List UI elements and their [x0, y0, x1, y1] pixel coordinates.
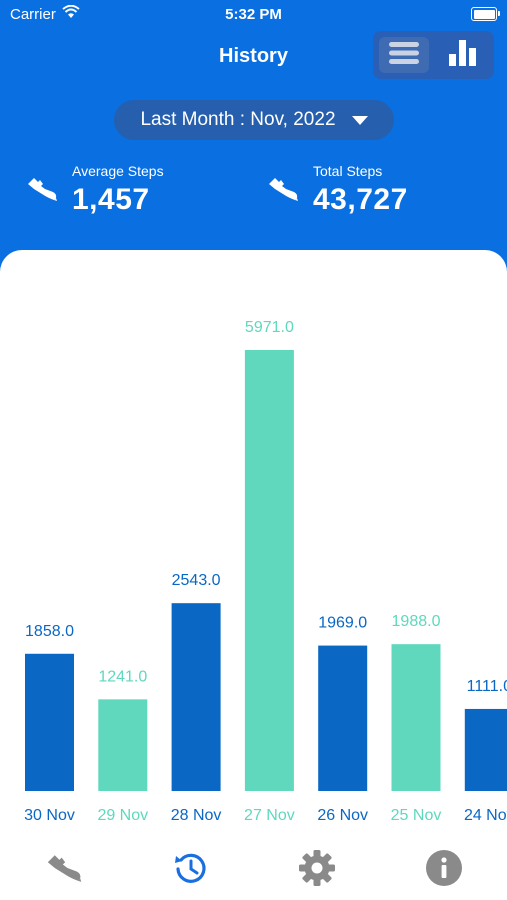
average-steps-label: Average Steps — [72, 163, 164, 179]
tab-activity[interactable] — [44, 850, 84, 890]
battery-icon — [471, 7, 500, 21]
bar-27-nov[interactable] — [244, 350, 294, 791]
bar-value-label: 1241.0 — [98, 668, 147, 685]
average-steps-stat: Average Steps 1,457 — [72, 163, 164, 217]
x-tick-label: 25 Nov — [391, 807, 442, 824]
header: Carrier 5:32 PM History Last Month : Nov… — [0, 0, 507, 290]
steps-bar-chart[interactable]: 1858.0 30 Nov 1241.0 29 Nov 2543.0 28 Nov 5971… — [0, 250, 507, 838]
gear-icon — [298, 849, 336, 892]
clock: 5:32 PM — [225, 6, 282, 23]
info-icon — [426, 849, 462, 891]
x-tick-label: 27 Nov — [244, 807, 295, 824]
period-selector[interactable]: Last Month : Nov, 2022 — [114, 100, 394, 140]
total-steps-value: 43,727 — [313, 183, 408, 216]
view-toggle — [373, 31, 494, 79]
bar-value-label: 1111.0 — [467, 678, 507, 695]
chevron-down-icon — [351, 115, 368, 125]
chart-panel: 1858.0 30 Nov 1241.0 29 Nov 2543.0 28 Nov 5971… — [0, 250, 507, 840]
bar-25-nov[interactable] — [391, 644, 441, 791]
x-tick-label: 28 Nov — [171, 807, 222, 824]
page-title: History — [219, 45, 288, 67]
list-view-button[interactable] — [379, 37, 429, 73]
bar-26-nov[interactable] — [318, 645, 368, 791]
x-tick-label: 26 Nov — [317, 807, 368, 824]
total-steps-label: Total Steps — [313, 163, 383, 179]
bar-value-label: 1988.0 — [392, 613, 441, 630]
shoe-icon — [26, 176, 58, 207]
bar-29-nov[interactable] — [98, 699, 148, 791]
bar-value-label: 5971.0 — [245, 319, 294, 336]
x-tick-label: 29 Nov — [97, 807, 148, 824]
wifi-icon — [62, 4, 80, 23]
x-tick-label: 30 Nov — [24, 807, 75, 824]
bar-value-label: 2543.0 — [172, 572, 221, 589]
bar-30-nov[interactable] — [25, 653, 74, 791]
chart-view-button[interactable] — [438, 37, 488, 73]
carrier-label: Carrier — [10, 6, 56, 23]
list-icon — [389, 41, 419, 69]
tab-history[interactable] — [171, 850, 211, 890]
shoe-icon — [45, 853, 83, 888]
tab-settings[interactable] — [297, 849, 337, 892]
bar-value-label: 1858.0 — [25, 623, 74, 640]
bar-24-nov[interactable] — [464, 708, 507, 791]
x-tick-label: 24 Nov — [464, 807, 507, 824]
shoe-icon — [267, 176, 299, 207]
bar-value-label: 1969.0 — [318, 615, 367, 632]
tab-info[interactable] — [424, 849, 464, 891]
total-steps-stat: Total Steps 43,727 — [313, 163, 408, 217]
tab-bar — [0, 838, 507, 900]
bar-28-nov[interactable] — [171, 603, 221, 791]
history-icon — [173, 850, 209, 891]
bar-chart-icon — [449, 39, 477, 71]
status-bar: Carrier 5:32 PM — [0, 0, 507, 30]
period-label: Last Month : Nov, 2022 — [140, 109, 336, 130]
average-steps-value: 1,457 — [72, 183, 150, 216]
